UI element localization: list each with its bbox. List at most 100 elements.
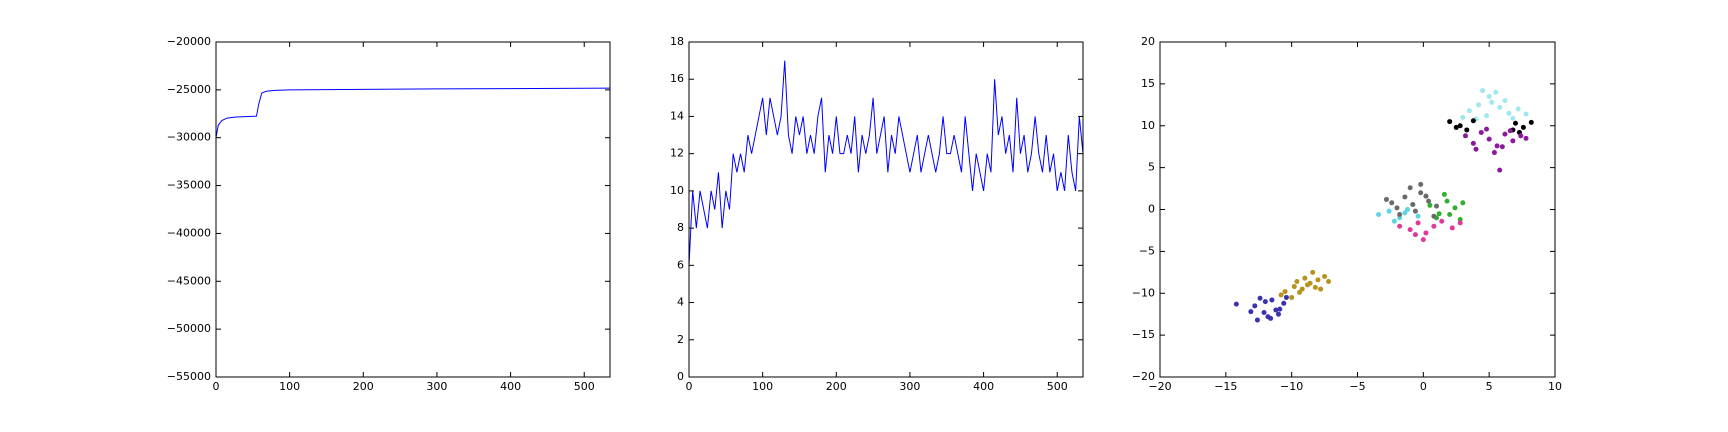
y-tick-label: −15 (1132, 328, 1155, 341)
scatter-point (1423, 230, 1429, 236)
scatter-point (1420, 237, 1426, 243)
x-tick-label: 400 (500, 380, 521, 393)
x-tick-label: 200 (826, 380, 847, 393)
scatter-point (1462, 133, 1468, 139)
x-tick-label: 0 (1420, 380, 1427, 393)
scatter-point (1513, 120, 1518, 126)
y-tick-label: 6 (677, 258, 684, 271)
scatter-point (1248, 309, 1254, 315)
scatter-point (1494, 143, 1500, 149)
scatter-point (1273, 307, 1279, 313)
scatter-point (1294, 279, 1300, 285)
scatter-point (1312, 284, 1318, 290)
scatter-point (1480, 88, 1486, 94)
scatter-point (1447, 119, 1453, 125)
scatter-point (1412, 232, 1418, 238)
scatter-point (1476, 102, 1482, 108)
y-tick-label: −50000 (167, 322, 211, 335)
y-tick-label: −25000 (167, 83, 211, 96)
scatter-point (1423, 193, 1429, 199)
scatter-point (1426, 198, 1432, 204)
scatter-point (1484, 113, 1490, 119)
scatter-point (1444, 198, 1450, 204)
y-tick-label: −20000 (167, 35, 211, 48)
scatter-point (1302, 275, 1308, 281)
scatter-point (1402, 194, 1408, 200)
scatter-point (1460, 114, 1466, 120)
y-tick-label: 14 (670, 109, 684, 122)
scatter-point (1478, 129, 1484, 135)
scatter-point (1523, 135, 1529, 141)
y-tick-label: −40000 (167, 226, 211, 239)
scatter-point (1457, 220, 1463, 226)
scatter-point (1506, 110, 1512, 116)
y-tick-label: −35000 (167, 179, 211, 192)
y-tick-label: 18 (670, 35, 684, 48)
scatter-point (1289, 294, 1295, 300)
y-tick-label: 20 (1141, 35, 1155, 48)
scatter-point (1460, 200, 1466, 206)
scatter-point (1449, 225, 1455, 231)
x-tick-label: −15 (1214, 380, 1237, 393)
scatter-point (1257, 295, 1263, 301)
scatter-point (1391, 218, 1397, 224)
scatter-point (1410, 201, 1416, 207)
scatter-point (1276, 311, 1281, 317)
scatter-point (1502, 98, 1508, 104)
x-tick-label: 300 (899, 380, 920, 393)
y-tick-label: 12 (670, 147, 684, 160)
scatter-point (1262, 299, 1268, 305)
scatter-point (1268, 315, 1274, 321)
scatter-point (1397, 223, 1403, 229)
scatter-point (1291, 284, 1297, 290)
y-tick-label: −5 (1139, 244, 1155, 257)
x-tick-label: 400 (973, 380, 994, 393)
scatter-point (1310, 269, 1316, 275)
scatter-point (1491, 150, 1497, 156)
scatter-point (1254, 317, 1260, 323)
y-tick-label: −55000 (167, 370, 211, 383)
scatter-point (1297, 289, 1303, 295)
scatter-point (1484, 126, 1490, 132)
scatter-point (1418, 190, 1424, 196)
scatter-point (1277, 306, 1283, 312)
scatter-point (1299, 286, 1305, 292)
y-tick-label: 10 (670, 184, 684, 197)
y-tick-label: 15 (1141, 77, 1155, 90)
scatter-point (1515, 106, 1521, 112)
scatter-point (1470, 140, 1476, 146)
scatter-point (1470, 118, 1476, 124)
scatter-point (1415, 213, 1421, 219)
scatter-point (1326, 279, 1332, 285)
scatter-point (1412, 208, 1418, 214)
x-tick-label: 0 (686, 380, 693, 393)
scatter-point (1281, 300, 1287, 306)
y-tick-label: 4 (677, 296, 684, 309)
scatter-point (1431, 223, 1437, 229)
scatter-point (1397, 212, 1403, 218)
y-tick-label: 10 (1141, 119, 1155, 132)
y-tick-label: −45000 (167, 274, 211, 287)
scatter-point (1493, 89, 1499, 95)
y-tick-label: 5 (1148, 161, 1155, 174)
scatter-point (1269, 297, 1275, 303)
scatter-point (1464, 127, 1470, 133)
scatter-point (1528, 119, 1534, 125)
scatter-point (1283, 294, 1289, 300)
scatter-point (1415, 220, 1421, 226)
scatter-point (1447, 212, 1453, 218)
scatter-point (1452, 205, 1458, 211)
scatter-point (1507, 128, 1513, 134)
x-tick-label: 100 (279, 380, 300, 393)
scatter-point (1389, 200, 1395, 206)
scatter-point (1502, 131, 1508, 137)
y-tick-label: −20 (1132, 370, 1155, 383)
scatter-point (1376, 212, 1382, 218)
y-tick-label: 0 (677, 370, 684, 383)
scatter-point (1315, 277, 1321, 283)
scatter-point (1497, 167, 1503, 173)
scatter-point (1434, 203, 1439, 209)
y-tick-label: −10 (1132, 286, 1155, 299)
y-tick-label: 0 (1148, 203, 1155, 216)
scatter-point (1383, 196, 1389, 202)
